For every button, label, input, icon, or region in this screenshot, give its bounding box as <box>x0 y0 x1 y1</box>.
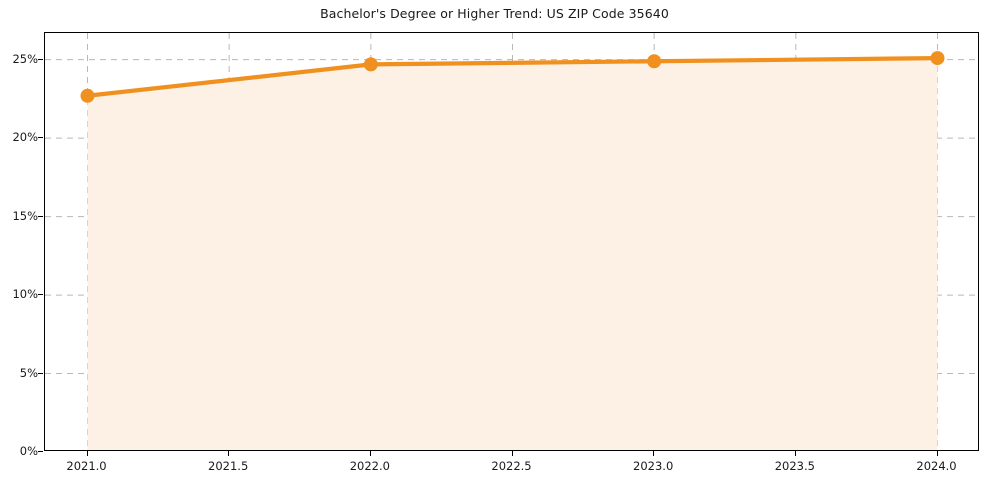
x-axis-tick-mark <box>794 451 796 456</box>
y-axis-tick-mark <box>38 58 43 60</box>
y-axis-tick-label: 0% <box>19 444 38 458</box>
y-axis-tick-mark <box>38 215 43 217</box>
plot-area <box>44 32 979 451</box>
y-axis-tick-label: 10% <box>12 287 38 302</box>
x-axis-tick-label: 2024.0 <box>916 459 957 473</box>
x-axis-tick-mark <box>369 451 371 456</box>
data-point-marker <box>930 51 945 66</box>
data-point-markers <box>80 51 945 103</box>
x-axis-tick-label: 2021.0 <box>66 459 107 473</box>
x-axis-tick-label: 2022.0 <box>349 459 390 473</box>
x-axis-tick-label: 2022.5 <box>491 459 532 473</box>
y-axis-tick-label: 15% <box>12 208 38 223</box>
x-axis-tick-label: 2023.5 <box>774 459 815 473</box>
y-axis-tick-label: 25% <box>12 51 38 66</box>
area-fill <box>87 58 938 450</box>
data-line <box>85 56 940 98</box>
x-axis-tick-mark <box>86 451 88 456</box>
plot-svg <box>45 33 978 450</box>
x-axis-tick-label: 2021.5 <box>208 459 249 473</box>
y-axis-tick-mark <box>38 451 43 452</box>
data-point-marker <box>80 88 95 103</box>
y-axis-tick-labels: 0% 5% 10% 15% 20% 25% <box>0 0 38 490</box>
x-axis-tick-mark <box>511 451 513 456</box>
chart-title: Bachelor's Degree or Higher Trend: US ZI… <box>320 6 669 21</box>
x-axis-tick-mark <box>228 451 230 456</box>
x-axis-tick-label: 2023.0 <box>633 459 674 473</box>
data-point-marker <box>363 57 378 72</box>
y-axis-tick-mark <box>38 294 43 296</box>
y-axis-tick-mark <box>38 137 43 139</box>
y-axis-tick-mark <box>38 372 43 374</box>
data-point-marker <box>647 54 662 69</box>
y-axis-tick-label: 5% <box>19 365 38 380</box>
y-axis-tick-label: 20% <box>12 130 38 145</box>
x-axis-tick-mark <box>653 451 655 456</box>
x-axis-tick-mark <box>936 451 938 456</box>
